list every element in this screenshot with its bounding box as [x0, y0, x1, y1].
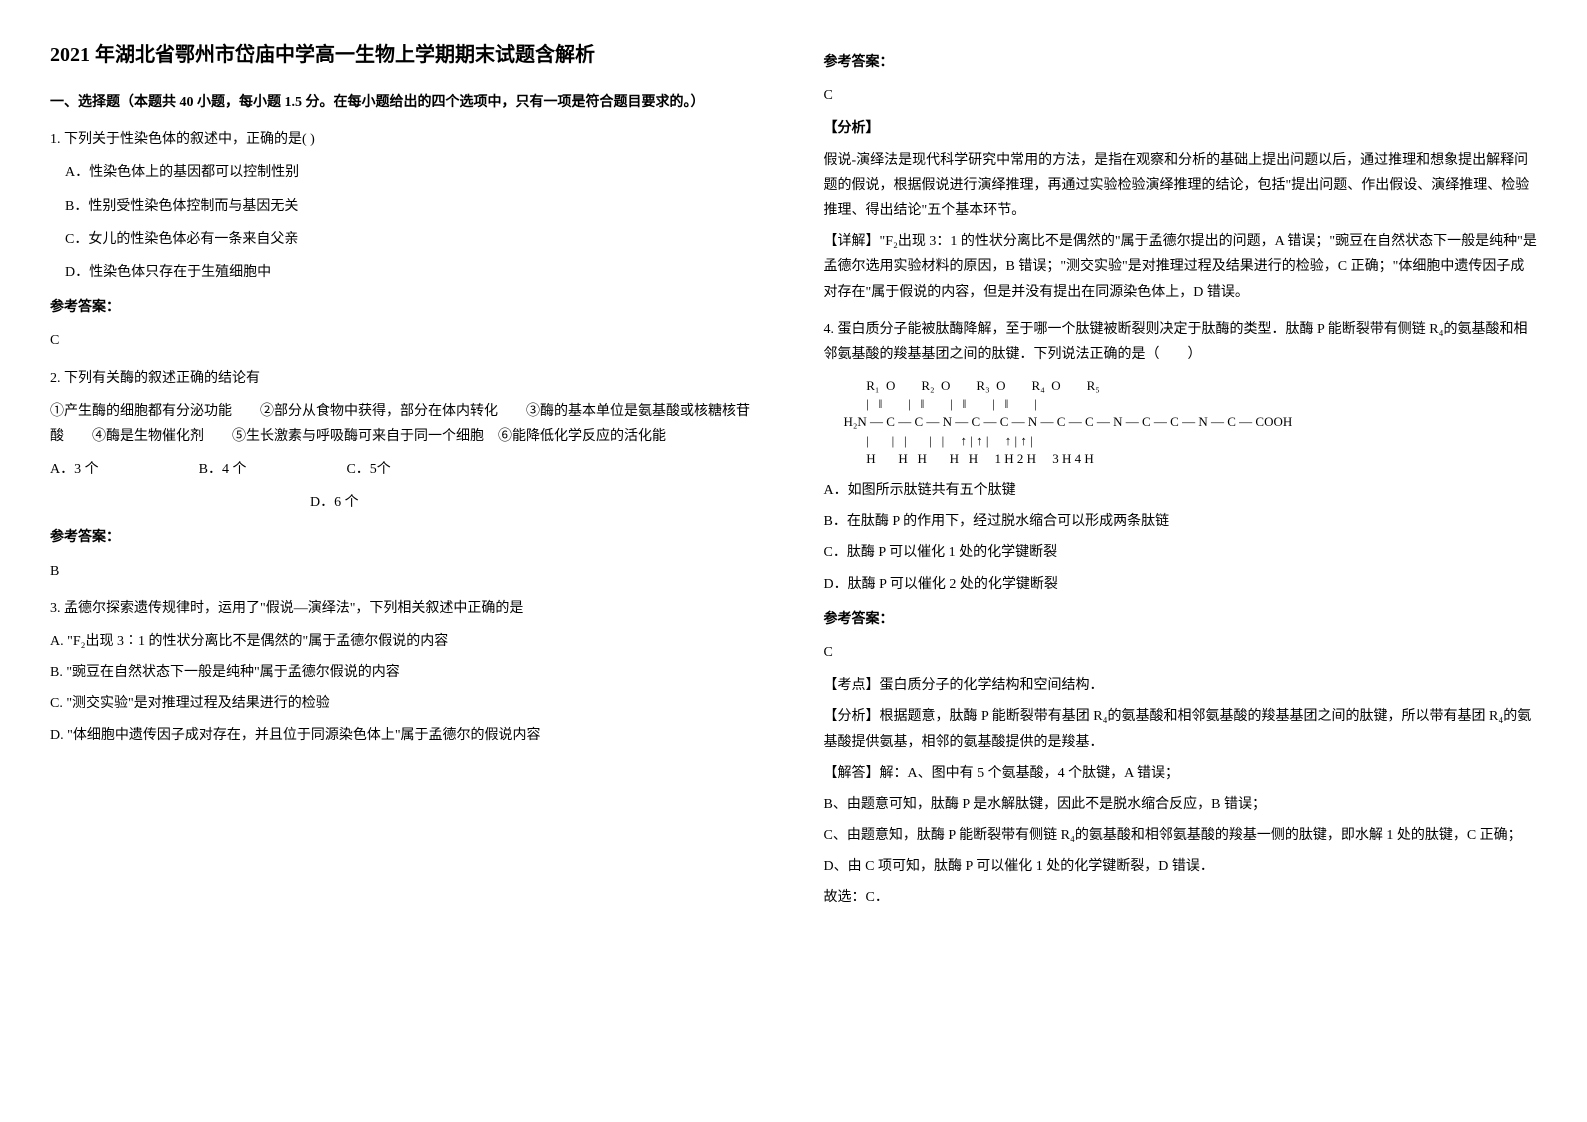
q4-point-label: 【考点】 [824, 678, 880, 693]
q2-option-a: A．3 个 [50, 457, 99, 482]
q3-option-d: D. "体细胞中遗传因子成对存在，并且位于同源染色体上"属于孟德尔的假说内容 [50, 723, 764, 748]
q3-option-b: B. "豌豆在自然状态下一般是纯种"属于孟德尔假说的内容 [50, 660, 764, 685]
q4-formula: R₁ O R₂ O R₃ O R₄ O R₅ | ‖ | ‖ | ‖ | ‖ |… [844, 377, 1538, 468]
formula-line-2: | ‖ | ‖ | ‖ | ‖ | [844, 396, 1037, 411]
q4-option-a: A．如图所示肽链共有五个肽键 [824, 478, 1538, 503]
section-header: 一、选择题（本题共 40 小题，每小题 1.5 分。在每小题给出的四个选项中，只… [50, 90, 764, 115]
q4-analysis: 【分析】根据题意，肽酶 P 能断裂带有基团 R₄的氨基酸和相邻氨基酸的羧基基团之… [824, 704, 1538, 754]
formula-line-4: | | | | | ↑ | ↑ | ↑ | ↑ | [844, 433, 1033, 448]
left-column: 2021 年湖北省鄂州市岱庙中学高一生物上学期期末试题含解析 一、选择题（本题共… [50, 40, 764, 1082]
question-2-stem: 2. 下列有关酶的叙述正确的结论有 [50, 366, 764, 391]
q3-option-c: C. "测交实验"是对推理过程及结果进行的检验 [50, 691, 764, 716]
q4-analysis-label: 【分析】 [824, 709, 880, 724]
q3-detail-label: 【详解】"F₂出现 3：1 的性状分离比不是偶然的"属于孟德尔提出的问题，A 错… [824, 229, 1538, 305]
right-column: 参考答案： C 【分析】 假说-演绎法是现代科学研究中常用的方法，是指在观察和分… [824, 40, 1538, 1082]
q1-answer-label: 参考答案： [50, 295, 764, 320]
q2-option-c: C．5个 [346, 457, 390, 482]
q4-answer: C [824, 640, 1538, 665]
q1-option-d: D．性染色体只存在于生殖细胞中 [65, 260, 764, 285]
q3-analysis-2: "F₂出现 3：1 的性状分离比不是偶然的"属于孟德尔提出的问题，A 错误；"豌… [824, 234, 1537, 299]
q4-conclusion: 故选：C． [824, 885, 1538, 910]
q4-solve-2: B、由题意可知，肽酶 P 是水解肽键，因此不是脱水缩合反应，B 错误； [824, 792, 1538, 817]
q3-detail-label-text: 【详解】 [824, 234, 880, 249]
q2-option-d: D．6 个 [310, 490, 359, 515]
q4-point-text: 蛋白质分子的化学结构和空间结构． [880, 678, 1104, 693]
q2-choices-row2: D．6 个 [50, 490, 764, 515]
q4-point: 【考点】蛋白质分子的化学结构和空间结构． [824, 673, 1538, 698]
q3-analysis-label: 【分析】 [824, 116, 1538, 141]
q4-solve-1: 解：A、图中有 5 个氨基酸，4 个肽键，A 错误； [880, 766, 1179, 781]
document-title: 2021 年湖北省鄂州市岱庙中学高一生物上学期期末试题含解析 [50, 40, 764, 70]
q1-option-c: C．女儿的性染色体必有一条来自父亲 [65, 227, 764, 252]
q4-solve: 【解答】解：A、图中有 5 个氨基酸，4 个肽键，A 错误； [824, 761, 1538, 786]
formula-line-1: R₁ O R₂ O R₃ O R₄ O R₅ [844, 378, 1100, 393]
q2-statements: ①产生酶的细胞都有分泌功能 ②部分从食物中获得，部分在体内转化 ③酶的基本单位是… [50, 399, 764, 449]
question-4-stem: 4. 蛋白质分子能被肽酶降解，至于哪一个肽键被断裂则决定于肽酶的类型．肽酶 P … [824, 317, 1538, 367]
q2-choices: A．3 个 B．4 个 C．5个 [50, 457, 764, 482]
question-1-stem: 1. 下列关于性染色体的叙述中，正确的是( ) [50, 127, 764, 152]
q1-answer: C [50, 328, 764, 353]
q3-answer-label: 参考答案： [824, 50, 1538, 75]
q4-solve-label: 【解答】 [824, 766, 880, 781]
q3-option-a: A. "F₂出现 3∶1 的性状分离比不是偶然的"属于孟德尔假说的内容 [50, 629, 764, 654]
q4-option-b: B．在肽酶 P 的作用下，经过脱水缩合可以形成两条肽链 [824, 509, 1538, 534]
q1-option-b: B．性别受性染色体控制而与基因无关 [65, 194, 764, 219]
formula-line-5: H H H H H 1 H 2 H 3 H 4 H [844, 451, 1094, 466]
q4-option-c: C．肽酶 P 可以催化 1 处的化学键断裂 [824, 540, 1538, 565]
q2-answer: B [50, 559, 764, 584]
q3-analysis-1: 假说-演绎法是现代科学研究中常用的方法，是指在观察和分析的基础上提出问题以后，通… [824, 148, 1538, 224]
q4-option-d: D．肽酶 P 可以催化 2 处的化学键断裂 [824, 572, 1538, 597]
question-3-stem: 3. 孟德尔探索遗传规律时，运用了"假说—演绎法"，下列相关叙述中正确的是 [50, 596, 764, 621]
q1-option-a: A．性染色体上的基因都可以控制性别 [65, 160, 764, 185]
q3-answer: C [824, 83, 1538, 108]
q4-solve-3: C、由题意知，肽酶 P 能断裂带有侧链 R₄的氨基酸和相邻氨基酸的羧基一侧的肽键… [824, 823, 1538, 848]
q2-answer-label: 参考答案： [50, 525, 764, 550]
q4-analysis-1: 根据题意，肽酶 P 能断裂带有基团 R₄的氨基酸和相邻氨基酸的羧基基团之间的肽键… [824, 709, 1532, 749]
q2-option-b: B．4 个 [199, 457, 247, 482]
q4-answer-label: 参考答案： [824, 607, 1538, 632]
formula-line-3: H₂N — C — C — N — C — C — N — C — C — N … [844, 414, 1293, 429]
q4-solve-4: D、由 C 项可知，肽酶 P 可以催化 1 处的化学键断裂，D 错误． [824, 854, 1538, 879]
